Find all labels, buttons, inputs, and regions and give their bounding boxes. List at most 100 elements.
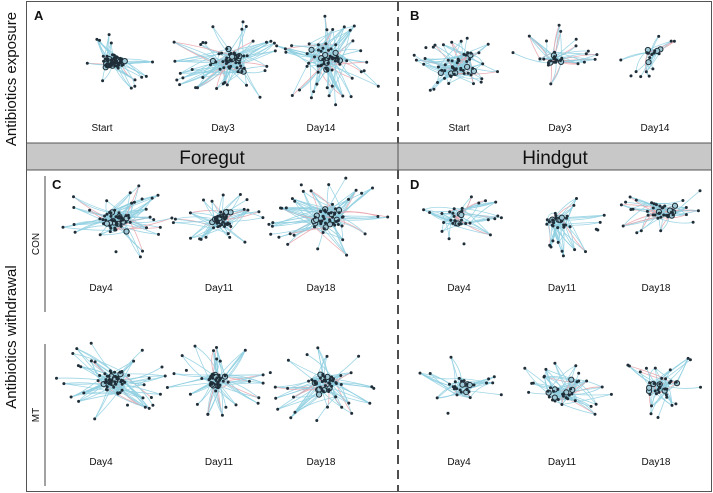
network-node [290,94,294,97]
network-edge [461,210,495,220]
network-node [659,229,663,233]
network-node [644,366,648,370]
network-node [199,43,203,46]
network-node [222,212,226,216]
network-node [338,62,342,66]
network-node [368,401,372,405]
network-node [298,88,301,92]
network-node [103,372,107,376]
network-node [188,211,192,215]
network-node [273,49,277,53]
network-node [321,389,325,393]
network-node [218,383,222,387]
network-node [104,218,108,222]
network-node [653,213,657,217]
network-node [234,403,238,407]
network-node [229,59,233,63]
network-node [345,253,349,257]
network-node [237,54,241,57]
network-node [121,63,125,67]
network-3 [275,14,380,107]
network-node [323,375,327,379]
network-node [442,221,446,224]
network-node [299,183,303,187]
network-node [209,63,212,67]
network-node [464,222,468,225]
network-node [654,203,658,207]
network-node [242,54,246,58]
network-node [647,74,651,78]
network-node [256,401,260,405]
network-node [307,61,311,65]
network-node [109,41,113,45]
network-node [89,341,93,345]
network-edge [555,198,577,216]
network-node [216,380,220,384]
network-node [117,216,121,220]
network-node [653,389,657,393]
network-node [229,51,233,55]
network-node [468,221,472,225]
day-label: Day18 [307,457,336,468]
network-4 [412,36,499,92]
network-edge [302,191,324,233]
network-node [341,215,345,219]
network-edge [454,196,472,221]
network-node [239,64,243,68]
network-node [333,207,337,211]
network-9 [267,176,390,257]
network-node [440,68,444,72]
network-node [662,213,666,217]
network-node [193,344,197,348]
network-node [82,391,86,395]
network-hub-node [121,58,128,65]
network-node [200,377,204,380]
network-node [452,207,456,211]
network-node [326,405,329,409]
network-node [115,56,119,60]
network-node [556,387,560,391]
network-node [267,222,271,226]
network-node [148,215,152,219]
network-node [215,346,218,349]
network-node [190,68,194,71]
network-node [147,376,151,380]
network-17 [523,361,613,416]
network-node [181,76,185,80]
network-node [178,83,182,87]
network-node [619,58,623,62]
network-node [370,385,374,389]
network-node [145,226,148,230]
network-edge [566,215,586,252]
network-node [108,230,112,234]
network-node [344,176,348,180]
network-node [243,240,247,244]
network-node [335,55,339,59]
network-node [339,383,343,386]
network-node [334,103,338,107]
network-edge [329,382,372,388]
network-node [691,220,695,224]
network-node [479,80,483,84]
network-node [462,52,466,56]
network-node [457,376,461,380]
network-node [465,60,469,63]
network-node [560,56,564,60]
network-node [331,28,335,31]
network-node [544,367,548,371]
network-node [113,226,117,230]
network-node [105,199,109,203]
network-node [574,37,578,41]
network-node [216,219,220,223]
network-node [461,69,465,72]
network-edge [640,203,655,231]
network-edge [551,224,575,250]
network-node [105,62,109,66]
network-node [215,376,219,380]
day-label: Day18 [642,283,671,294]
network-node [660,206,664,210]
network-node [446,58,450,62]
network-node [669,39,673,43]
network-node [225,47,229,51]
network-node [268,371,272,375]
